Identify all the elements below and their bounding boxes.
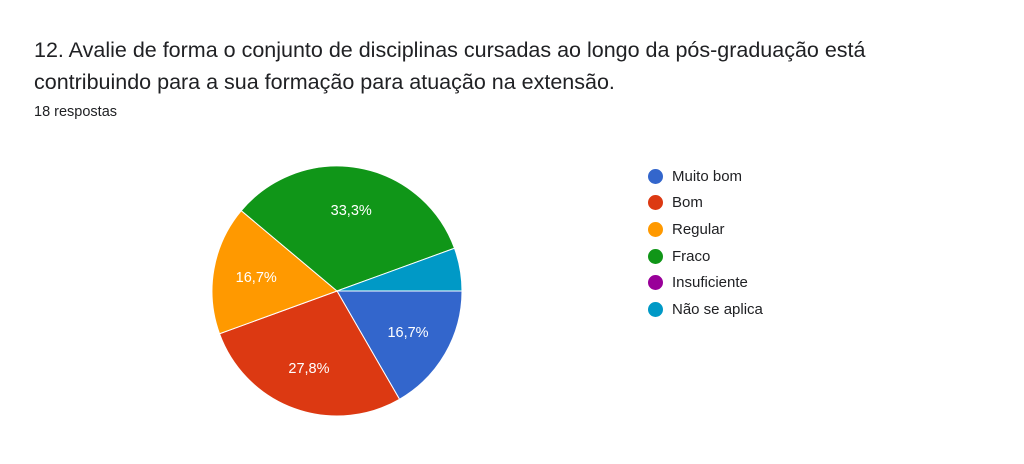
legend-label: Insuficiente (672, 274, 748, 292)
legend-item: Muito bom (648, 163, 763, 190)
legend-swatch-icon (648, 248, 663, 264)
pie-slice-bom (218, 290, 401, 417)
legend-label: Não se aplica (672, 300, 763, 318)
legend-swatch-icon (648, 275, 663, 291)
legend-label: Bom (672, 194, 703, 212)
legend-item: Não se aplica (648, 296, 763, 323)
pie-slice-n-o-se-aplica (336, 247, 463, 292)
response-count: 18 respostas (34, 104, 118, 120)
slice-percent-label: 33,3% (331, 203, 372, 219)
legend-swatch-icon (648, 195, 663, 211)
legend-item: Bom (648, 190, 763, 217)
legend-label: Muito bom (672, 167, 743, 185)
legend-swatch-icon (648, 301, 663, 317)
slice-percent-label: 16,7% (236, 270, 277, 286)
legend-label: Fraco (672, 247, 711, 265)
pie-slice-muito-bom (336, 290, 463, 400)
question-title: 12. Avalie de forma o conjunto de discip… (34, 38, 866, 94)
legend-swatch-icon (648, 168, 663, 184)
pie-slice-regular (211, 209, 338, 335)
legend-item: Regular (648, 216, 763, 243)
chart-legend: Muito bom Bom Regular Fraco Insuficiente Não … (648, 163, 763, 323)
legend-item: Insuficiente (648, 269, 763, 296)
pie-slice-fraco (240, 165, 456, 292)
slice-percent-label: 16,7% (387, 325, 428, 341)
legend-label: Regular (672, 220, 725, 238)
legend-swatch-icon (648, 221, 663, 237)
legend-item: Fraco (648, 243, 763, 270)
slice-percent-label: 27,8% (288, 361, 329, 377)
